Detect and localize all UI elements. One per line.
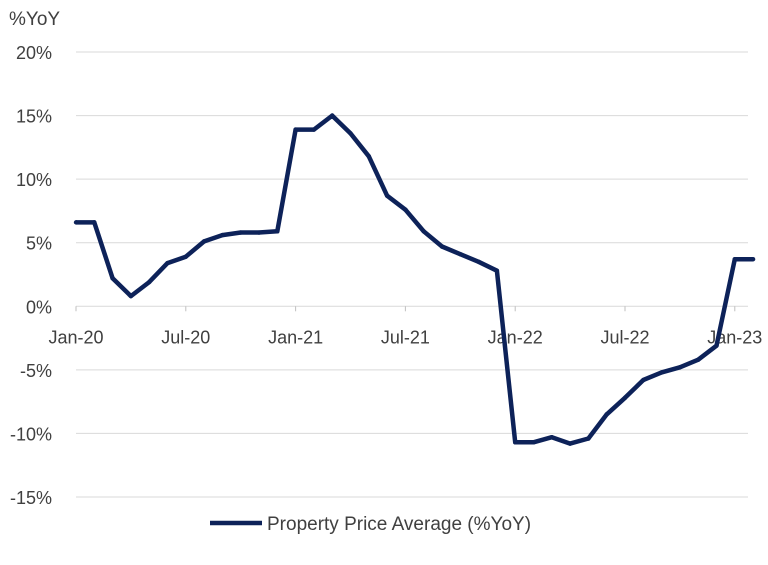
data-point [201,239,207,244]
data-point [330,113,335,118]
x-tick-label: Jan-20 [48,327,103,347]
data-point [586,436,591,441]
data-point [677,365,683,370]
y-tick-label: 20% [16,43,52,63]
y-axis-unit-label: %YoY [9,9,60,30]
data-point [366,154,371,159]
x-tick-label: Jan-22 [488,327,543,347]
y-tick-label: -15% [10,488,52,508]
data-point [659,370,664,375]
data-point [531,440,536,445]
data-point [750,257,756,262]
x-tick-label: Jul-20 [161,327,210,347]
data-point [128,293,134,299]
x-tick-label: Jan-21 [268,327,323,347]
data-point [293,127,298,132]
data-point [110,276,115,281]
data-point [238,230,243,235]
data-point [384,193,390,198]
data-point [604,412,609,417]
data-point [567,441,573,446]
data-point [549,435,554,440]
data-point [311,127,317,132]
y-axis-ticks: 20% 15% 10% 5% 0% -5% -10% -15% [10,43,52,508]
data-point [476,259,481,264]
data-point [73,220,79,225]
data-point [147,279,152,285]
y-tick-label: 0% [26,297,52,317]
data-point [439,244,445,249]
data-point [732,257,737,262]
data-point [403,207,408,212]
data-point [220,232,225,238]
series-layer [73,113,756,446]
data-point [256,230,262,235]
y-tick-label: 5% [26,234,52,254]
data-point [348,131,353,136]
data-point [92,220,97,225]
series-line-property-price [76,113,754,446]
data-point [165,260,170,266]
y-tick-label: 10% [16,170,52,190]
data-point [421,229,426,234]
data-point [622,395,628,401]
y-tick-label: -10% [10,424,52,444]
y-tick-label: -5% [20,361,52,381]
data-point [494,268,500,273]
data-point [513,440,518,445]
gridlines [76,51,748,498]
data-point [714,343,719,348]
data-point [458,251,463,257]
data-point [641,377,646,383]
data-point [275,229,280,234]
x-tick-label: Jul-21 [381,327,430,347]
legend-label-property-price: Property Price Average (%YoY) [267,514,531,535]
x-axis-ticks: Jan-20 Jul-20 Jan-21 Jul-21 Jan-22 Jul-22 Jan-… [48,306,762,347]
legend: Property Price Average (%YoY) [210,514,531,535]
y-tick-label: 15% [16,107,52,127]
x-tick-label: Jul-22 [600,327,649,347]
data-point [696,357,701,362]
data-point [183,254,188,259]
